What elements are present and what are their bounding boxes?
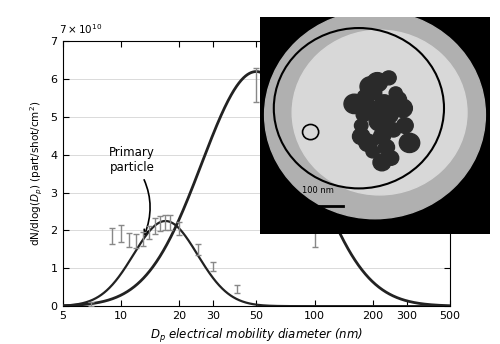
Circle shape: [369, 111, 390, 131]
Text: $7\times10^{10}$: $7\times10^{10}$: [58, 22, 102, 36]
Circle shape: [384, 151, 398, 165]
Circle shape: [390, 92, 406, 108]
Circle shape: [389, 87, 402, 99]
Circle shape: [362, 100, 378, 116]
Text: Aggregate: Aggregate: [268, 67, 345, 79]
Circle shape: [400, 133, 419, 152]
Circle shape: [367, 73, 388, 92]
Circle shape: [357, 89, 374, 106]
Circle shape: [386, 123, 401, 137]
Y-axis label: dN/dlog($D_p$) (part/shot/cm$^2$): dN/dlog($D_p$) (part/shot/cm$^2$): [29, 101, 45, 246]
Circle shape: [374, 95, 394, 113]
Circle shape: [378, 140, 394, 155]
Circle shape: [264, 11, 486, 219]
Circle shape: [396, 118, 413, 133]
Circle shape: [374, 128, 390, 144]
Circle shape: [380, 106, 398, 123]
Circle shape: [366, 145, 380, 158]
Circle shape: [368, 87, 382, 99]
Circle shape: [393, 99, 412, 117]
X-axis label: $D_p$ electrical mobility diameter (nm): $D_p$ electrical mobility diameter (nm): [150, 326, 362, 344]
Circle shape: [356, 108, 371, 122]
Circle shape: [354, 119, 368, 132]
Circle shape: [373, 154, 391, 171]
Text: 100 nm: 100 nm: [302, 186, 334, 195]
Circle shape: [352, 128, 370, 144]
Circle shape: [292, 30, 467, 195]
Circle shape: [344, 94, 364, 114]
Circle shape: [359, 134, 378, 152]
Circle shape: [382, 71, 396, 85]
Text: Primary
particle: Primary particle: [110, 147, 155, 235]
Circle shape: [360, 77, 381, 96]
